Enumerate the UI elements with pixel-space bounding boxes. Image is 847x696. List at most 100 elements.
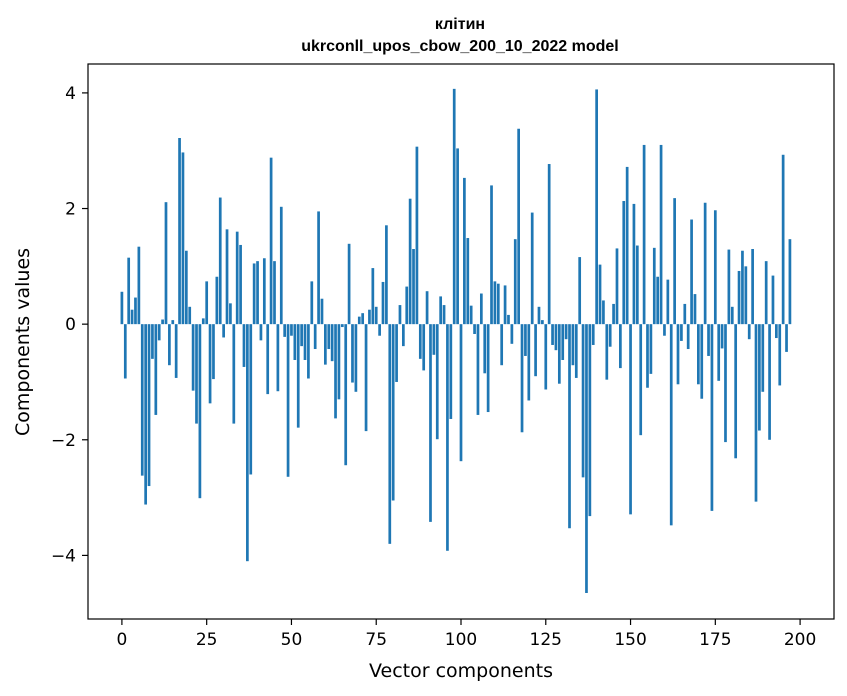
y-axis-ticks: 4 2 0 −2 −4 (51, 84, 88, 566)
bar (469, 305, 473, 325)
bar (235, 231, 239, 325)
bar (290, 324, 293, 336)
bar (340, 324, 344, 328)
x-tick-label: 25 (196, 630, 218, 650)
bar (276, 324, 280, 392)
bar (174, 324, 178, 378)
bar (432, 324, 436, 355)
bar (452, 88, 456, 325)
y-tick-label: 4 (65, 84, 76, 104)
bar (144, 324, 147, 505)
bar (273, 261, 276, 325)
bar (690, 219, 693, 325)
bar (676, 324, 680, 385)
bar (727, 249, 731, 325)
bar (266, 324, 270, 395)
bar (442, 305, 446, 325)
bar (686, 324, 690, 350)
bar (286, 324, 290, 477)
bar (476, 324, 480, 415)
bar (520, 324, 524, 433)
bar (283, 324, 287, 337)
bar (652, 247, 656, 325)
bar (324, 324, 327, 365)
bar (666, 279, 670, 325)
bar (724, 324, 727, 443)
bar (707, 324, 710, 356)
bar (503, 285, 507, 325)
bar (188, 306, 192, 325)
bar (632, 203, 636, 325)
chart-title-line1: клітин (435, 16, 485, 33)
bar (449, 324, 453, 419)
bar (310, 281, 314, 325)
x-tick-label: 100 (445, 630, 477, 650)
bar (229, 303, 232, 325)
bar (317, 211, 320, 325)
bar (737, 270, 741, 325)
bar (625, 166, 629, 325)
bar (615, 248, 619, 325)
bar (507, 314, 510, 325)
bar (544, 324, 548, 390)
bar (398, 305, 402, 325)
bar (378, 324, 381, 336)
bar (642, 144, 646, 325)
bar (490, 185, 493, 325)
y-tick-label: 0 (65, 315, 76, 335)
bar (181, 152, 185, 325)
bar (351, 324, 354, 383)
bar (785, 324, 788, 352)
bar (205, 281, 209, 325)
bar (717, 324, 721, 381)
bars-group (120, 88, 792, 593)
bar (354, 324, 358, 392)
bar (137, 246, 141, 325)
bar (564, 324, 568, 340)
bar (463, 177, 466, 325)
bar (361, 313, 365, 325)
bar (513, 239, 517, 325)
bar (574, 324, 578, 378)
bar (496, 283, 500, 325)
bar (222, 324, 225, 338)
bar (669, 324, 673, 526)
bar (402, 324, 405, 347)
bar (371, 268, 375, 325)
bar (578, 257, 582, 325)
bar (320, 298, 324, 325)
bar (602, 300, 605, 325)
bar (127, 257, 131, 325)
bar (120, 291, 124, 325)
bar (595, 89, 598, 325)
bar (296, 324, 300, 428)
bar (123, 324, 127, 379)
y-tick-label: 2 (65, 200, 76, 220)
bar (649, 324, 653, 374)
bar (225, 229, 229, 325)
bar (479, 293, 483, 325)
bar (659, 144, 663, 325)
bar (775, 324, 778, 339)
bar (510, 324, 514, 344)
bar (178, 138, 181, 325)
bar (269, 157, 273, 325)
bar (300, 324, 303, 347)
bar (768, 324, 771, 440)
bar (405, 286, 409, 325)
bar (415, 146, 419, 325)
bar (730, 306, 734, 325)
bar (184, 250, 188, 325)
bar (456, 148, 459, 325)
bar (130, 309, 134, 325)
bar (741, 250, 744, 325)
bar (357, 316, 361, 325)
bar (313, 324, 317, 350)
bar (571, 324, 575, 366)
bar (710, 324, 714, 511)
bar (459, 324, 463, 462)
bar (327, 324, 331, 350)
bar (435, 324, 439, 440)
bar (161, 319, 164, 325)
